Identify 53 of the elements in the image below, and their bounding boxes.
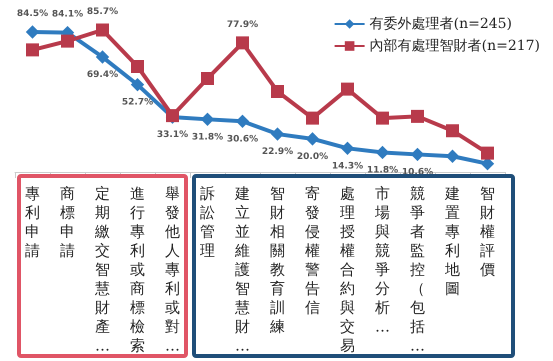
point xyxy=(376,112,389,125)
data-label: 84.5% xyxy=(16,8,48,19)
point xyxy=(376,146,389,159)
category-label: 舉發他人專利或對… xyxy=(165,184,180,354)
point xyxy=(446,124,459,138)
point xyxy=(271,84,284,98)
x-tick-label: 智財相關教育訓練 xyxy=(269,184,285,336)
category-label: 定期繳交智慧財產… xyxy=(95,184,110,354)
point xyxy=(236,36,249,50)
x-tick-label: 專利申請 xyxy=(25,184,40,260)
point xyxy=(411,148,424,161)
point xyxy=(271,128,284,141)
point xyxy=(96,50,109,64)
point xyxy=(236,114,249,128)
legend-label: 有委外處理者(n=245) xyxy=(370,16,512,32)
point xyxy=(306,132,319,146)
x-tick-label: 寄發侵權警告信 xyxy=(305,184,320,316)
data-label: 69.4% xyxy=(86,70,118,80)
x-tick-label: 商標申請 xyxy=(60,184,75,260)
point xyxy=(61,34,74,48)
category-label: 建立並維護智慧財… xyxy=(235,184,250,354)
point xyxy=(446,150,459,163)
category-label: 競爭者監控（包括… xyxy=(410,184,425,354)
point xyxy=(131,60,144,73)
data-label: 77.9% xyxy=(226,20,258,30)
category-label: 進行專利或商標檢索 xyxy=(130,184,145,354)
x-tick-label: 智財權評價 xyxy=(480,184,495,278)
data-label: 20.0% xyxy=(296,152,328,162)
point xyxy=(201,112,214,126)
point xyxy=(201,72,214,86)
point xyxy=(131,78,144,92)
data-label: 84.1% xyxy=(52,10,84,20)
point xyxy=(26,43,39,56)
point xyxy=(411,110,424,123)
point xyxy=(26,25,39,38)
data-label: 11.8% xyxy=(366,165,398,176)
point xyxy=(96,24,109,36)
point xyxy=(341,82,354,96)
point xyxy=(341,142,354,155)
x-tick-label: 建置專利地圖 xyxy=(444,184,460,298)
data-label: 31.8% xyxy=(192,132,224,142)
data-label: 85.7% xyxy=(86,7,118,17)
category-label: 處理授權合約與交易 xyxy=(340,184,355,354)
legend-label: 內部有處理智財者(n=217) xyxy=(370,38,540,54)
point xyxy=(306,112,319,125)
point xyxy=(481,146,494,160)
x-tick-label: 訴訟管理 xyxy=(200,184,215,260)
data-label: 52.7% xyxy=(122,98,154,108)
data-label: 14.3% xyxy=(332,161,364,172)
x-tick-label: 市場與競爭分析… xyxy=(374,184,390,336)
data-label: 30.6% xyxy=(226,134,258,144)
data-label: 22.9% xyxy=(262,147,294,158)
data-label: 33.1% xyxy=(156,130,188,140)
